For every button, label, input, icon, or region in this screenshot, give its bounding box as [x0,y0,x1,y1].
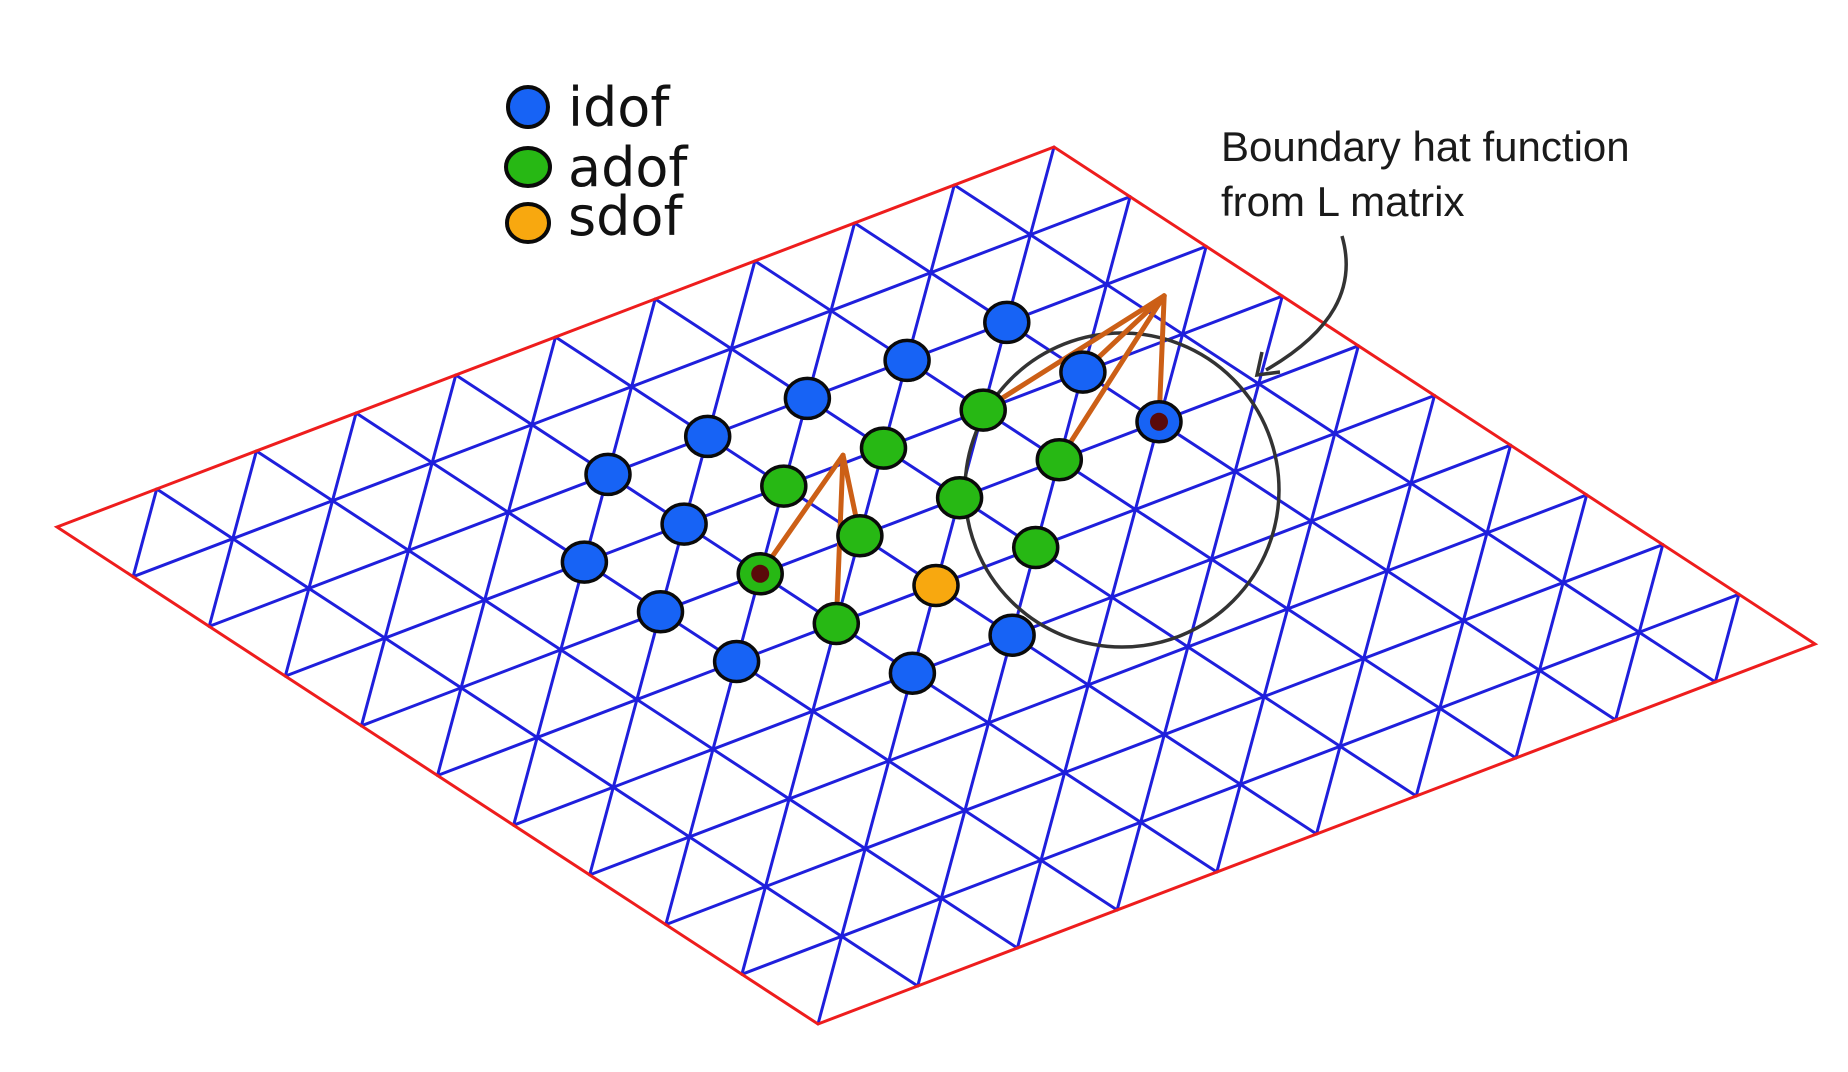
mesh-line [1015,244,1208,950]
mesh-line [283,411,358,678]
dof-node-idof [783,376,832,421]
mesh-line [1414,443,1513,798]
boundary-edge [53,145,1819,1026]
dof-node-idof [983,300,1031,345]
annotation-line-1: Boundary hat function [1221,123,1630,170]
mesh-line [436,335,557,777]
dof-node-adof [1035,438,1084,482]
mesh-line [1315,394,1436,836]
legend-label-adof: adof [568,136,689,199]
legend-label-sdof: sdof [568,185,684,248]
dof-node-idof [712,639,761,684]
dof-node-sdof [912,563,960,608]
annotation-arrowhead [1254,351,1281,378]
dof-node-idof [584,452,632,497]
dof-node-adof [1011,525,1060,570]
dof-node-adof [935,476,984,520]
legend-label-idof: idof [568,76,671,139]
hat-leg [757,452,846,577]
dof-node-idof [560,540,609,584]
annotation-line-2: from L matrix [1221,178,1464,225]
mesh-line [1115,294,1284,912]
domain-boundary [53,145,1819,1026]
mesh-line [1614,543,1665,722]
mesh-line [1215,344,1360,874]
hat-leg [1056,293,1167,463]
mesh-line [1514,493,1589,760]
mesh-line [131,487,159,579]
legend-marker-sdof [505,202,551,244]
mesh-line [1713,592,1741,684]
dof-node-idof [683,414,732,459]
legend: idof adof sdof [504,76,689,248]
dof-node-adof [760,464,808,508]
mesh-line [207,449,258,628]
dof-nodes [560,300,1183,695]
hat-base-dot [1150,412,1168,431]
dof-node-idof [1059,350,1107,394]
dof-node-idof [883,338,931,383]
mesh-line [916,195,1132,988]
legend-marker-idof [506,85,550,129]
dof-node-adof [959,388,1007,432]
legend-marker-adof [504,146,552,188]
dof-node-idof [988,613,1036,657]
mesh-line [359,373,458,728]
dof-node-adof [836,514,884,558]
mesh-line [740,183,956,976]
triangular-mesh [131,145,1741,1026]
dof-node-adof [859,426,908,470]
dof-node-idof [888,651,937,695]
dof-node-idof [636,590,685,634]
mesh-line [588,259,757,877]
boundary-hat-circle [963,331,1281,649]
annotation-arrow [1265,235,1348,372]
dof-node-idof [660,502,708,546]
hat-base-dot [751,564,770,583]
dof-node-adof [812,601,861,646]
annotation: Boundary hat function from L matrix [1221,123,1630,225]
